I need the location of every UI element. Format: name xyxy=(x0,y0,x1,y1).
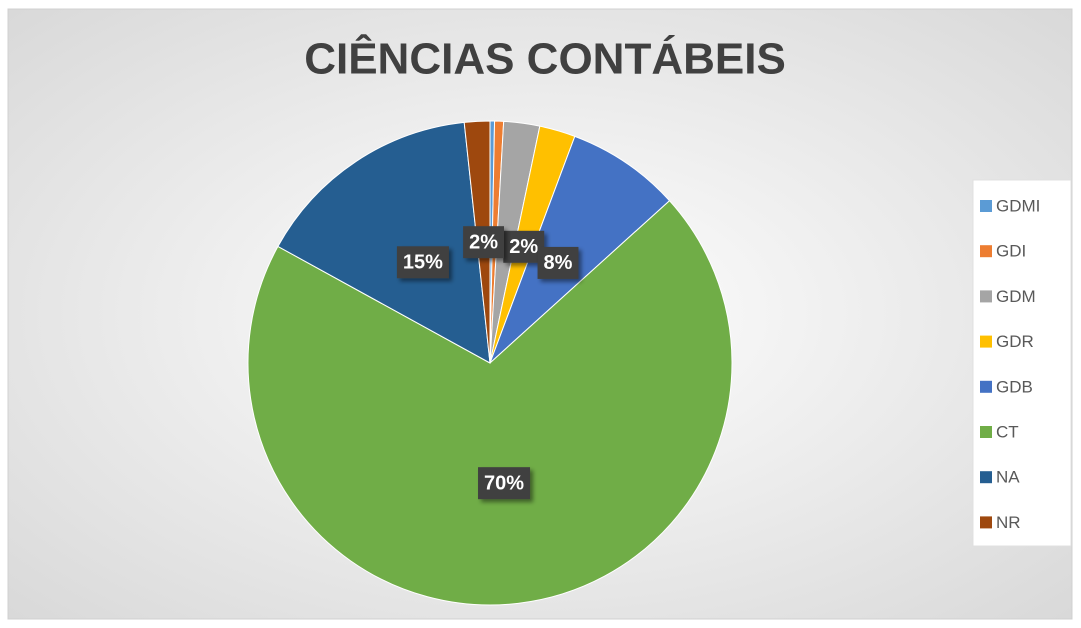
legend-label: GDB xyxy=(996,377,1033,396)
data-label: 15% xyxy=(396,246,449,279)
legend-label: GDI xyxy=(996,242,1026,261)
data-label: 8% xyxy=(537,246,579,279)
legend-label: NA xyxy=(996,468,1020,487)
legend-swatch xyxy=(980,245,992,258)
data-label-text: 8% xyxy=(544,252,573,274)
data-label-box xyxy=(537,246,579,279)
legend-swatch xyxy=(980,200,992,212)
data-label-box xyxy=(478,467,531,500)
data-label-text: 70% xyxy=(484,472,524,494)
legend-swatch xyxy=(980,516,992,529)
legend-swatch xyxy=(980,380,992,393)
pie-slice xyxy=(247,199,733,606)
data-label-text: 2% xyxy=(469,231,498,253)
data-label-text: 15% xyxy=(403,252,443,274)
legend-swatch xyxy=(980,335,992,348)
legend-label: GDM xyxy=(996,287,1036,306)
pie-slice xyxy=(277,121,491,364)
chart-title: CIÊNCIAS CONTÁBEIS xyxy=(304,34,786,84)
legend-swatch xyxy=(980,290,992,303)
legend-label: CT xyxy=(996,422,1019,441)
data-label-box xyxy=(463,226,504,259)
legend-swatch xyxy=(980,426,992,438)
legend xyxy=(972,179,1072,547)
data-label-box xyxy=(503,230,545,263)
data-label: 2% xyxy=(463,226,504,259)
legend-label: GDMI xyxy=(996,196,1040,215)
pie-slice xyxy=(489,135,671,364)
legend-label: GDR xyxy=(996,332,1034,351)
data-label-text: 2% xyxy=(509,236,538,258)
legend-label: NR xyxy=(996,513,1021,532)
data-label-box xyxy=(396,246,449,279)
legend-swatch xyxy=(980,471,992,484)
data-label: 70% xyxy=(478,467,531,500)
data-label: 2% xyxy=(503,230,545,263)
